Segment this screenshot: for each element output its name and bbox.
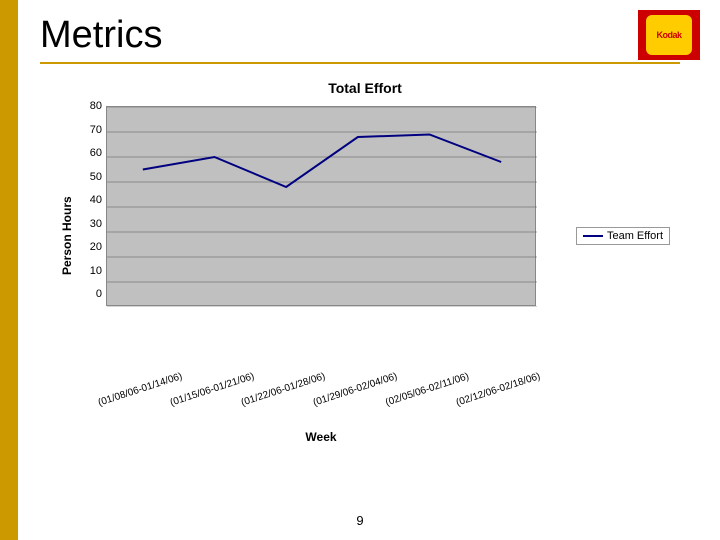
y-tick: 40 [90,194,102,206]
plot-background [106,106,536,306]
header: Metrics Kodak [40,10,700,60]
kodak-logo: Kodak [638,10,700,60]
accent-sidebar [0,0,18,540]
legend: Team Effort [576,227,670,245]
legend-swatch [583,235,603,237]
plot-area: Person Hours 80706050403020100 Team Effo… [60,106,670,366]
x-axis-label: Week [106,430,536,444]
page-title: Metrics [40,14,162,57]
kodak-logo-inner: Kodak [646,15,692,55]
y-tick: 60 [90,147,102,159]
page-number: 9 [356,513,363,528]
chart: Total Effort Person Hours 80 70 60 50 40 30 20… [60,80,670,420]
y-tick: 50 [90,171,102,183]
y-tick: 20 [90,241,102,253]
chart-title: Total Effort [60,80,670,96]
y-tick: 70 [90,124,102,136]
y-axis-label: Person Hours [60,106,78,366]
y-tick: 0 [96,288,102,300]
x-axis-ticks: (01/08/06-01/14/06)(01/15/06-01/21/06)(0… [106,366,536,426]
legend-label: Team Effort [607,230,663,242]
chart-svg [107,107,537,307]
title-underline [40,62,680,64]
y-tick: 10 [90,265,102,277]
y-tick: 80 [90,100,102,112]
kodak-logo-text: Kodak [656,30,681,40]
y-tick: 30 [90,218,102,230]
series-team-effort [143,135,501,188]
y-axis-ticks: 80 70 60 50 40 30 20 10 0 [78,100,106,300]
